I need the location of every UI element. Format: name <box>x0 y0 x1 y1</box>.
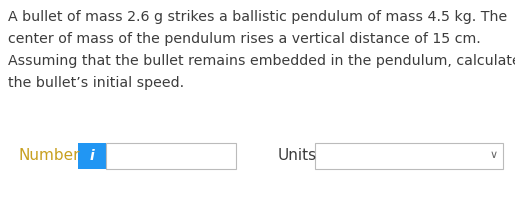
Text: Number: Number <box>18 148 79 163</box>
Text: ∨: ∨ <box>490 150 498 160</box>
Text: the bullet’s initial speed.: the bullet’s initial speed. <box>8 76 184 90</box>
Text: Units: Units <box>278 148 317 163</box>
FancyBboxPatch shape <box>78 143 106 169</box>
Text: center of mass of the pendulum rises a vertical distance of 15 cm.: center of mass of the pendulum rises a v… <box>8 32 480 46</box>
FancyBboxPatch shape <box>106 143 236 169</box>
Text: Assuming that the bullet remains embedded in the pendulum, calculate: Assuming that the bullet remains embedde… <box>8 54 515 68</box>
Text: i: i <box>90 149 94 163</box>
Text: A bullet of mass 2.6 g strikes a ballistic pendulum of mass 4.5 kg. The: A bullet of mass 2.6 g strikes a ballist… <box>8 10 507 24</box>
FancyBboxPatch shape <box>315 143 503 169</box>
